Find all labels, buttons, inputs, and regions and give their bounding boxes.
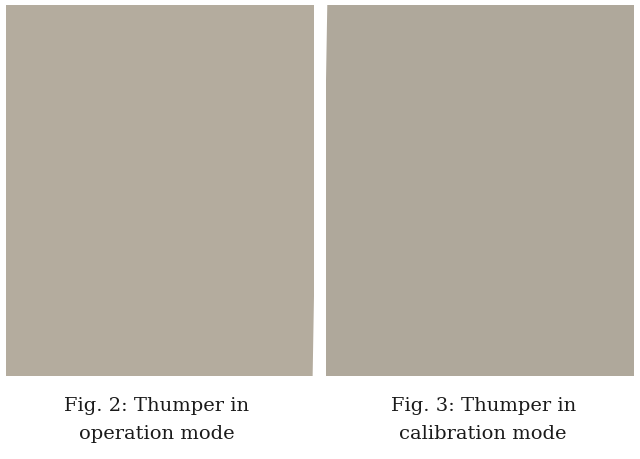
Text: calibration mode: calibration mode [399, 425, 567, 443]
Text: Fig. 3: Thumper in: Fig. 3: Thumper in [390, 397, 576, 415]
Text: operation mode: operation mode [79, 425, 235, 443]
Text: Fig. 2: Thumper in: Fig. 2: Thumper in [64, 397, 250, 415]
